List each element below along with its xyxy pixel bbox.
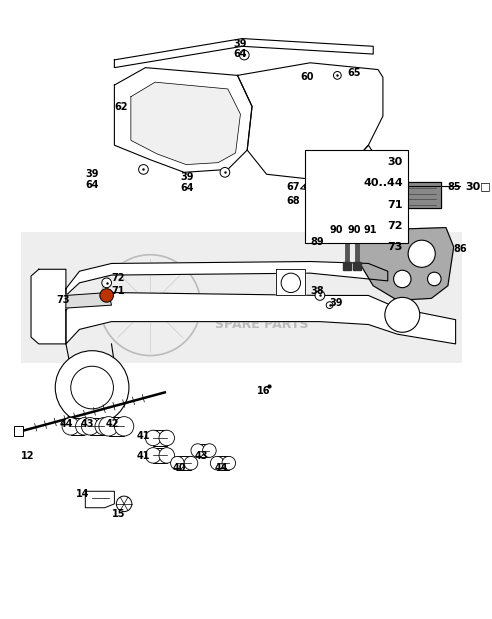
Circle shape [222,456,236,470]
Circle shape [428,272,441,286]
Circle shape [159,448,175,463]
Polygon shape [277,269,306,295]
Text: 38: 38 [310,286,324,296]
Circle shape [394,271,411,288]
Text: 40..44: 40..44 [363,178,403,188]
Text: 60: 60 [301,72,314,82]
Circle shape [62,418,80,435]
Circle shape [171,456,184,470]
Text: 39
64: 39 64 [181,172,194,193]
Text: 73: 73 [388,243,403,253]
Circle shape [159,430,175,446]
Polygon shape [115,38,373,67]
Bar [353,262,361,271]
Text: 12: 12 [21,451,35,461]
Text: 90: 90 [330,225,343,235]
Bar [153,448,167,463]
Bar [90,418,104,435]
Text: 41: 41 [137,431,150,441]
Text: 67: 67 [286,182,300,192]
Circle shape [315,290,325,300]
Circle shape [55,351,129,425]
Text: 30□: 30□ [465,181,491,191]
Circle shape [146,448,161,463]
Text: 39
64: 39 64 [85,170,99,190]
Text: 90: 90 [347,225,361,235]
Polygon shape [301,145,378,192]
Polygon shape [115,67,252,172]
Text: 65: 65 [347,67,361,77]
Bar [305,150,408,243]
Polygon shape [31,269,66,344]
Circle shape [240,50,249,60]
Text: 30: 30 [388,157,403,167]
Circle shape [184,456,198,470]
Circle shape [326,301,333,308]
Text: 16: 16 [257,386,271,396]
Circle shape [102,278,112,288]
Text: 15: 15 [112,509,125,519]
Circle shape [76,418,93,435]
Text: 71: 71 [387,200,403,210]
Bar [217,456,229,470]
Circle shape [408,240,435,267]
Circle shape [139,165,148,175]
Text: 86: 86 [454,244,467,254]
Polygon shape [85,491,115,508]
Text: 41: 41 [137,451,150,461]
Text: 62: 62 [115,102,128,111]
Text: 14: 14 [76,490,89,500]
Bar [109,417,124,436]
Text: 68: 68 [286,196,300,206]
Text: 89: 89 [310,237,324,247]
Polygon shape [66,293,456,344]
Bar [21,232,462,363]
Bar [343,262,351,271]
Polygon shape [383,182,441,208]
Circle shape [116,496,132,512]
Circle shape [191,444,205,457]
Bar [178,456,191,470]
Text: 40: 40 [173,463,186,473]
Circle shape [334,72,341,79]
Text: MOTORCYCLE: MOTORCYCLE [214,301,309,314]
Text: 44: 44 [59,418,73,428]
Text: 43: 43 [195,451,209,461]
Circle shape [100,288,114,302]
Circle shape [82,418,99,435]
Circle shape [95,418,113,435]
Polygon shape [238,63,383,179]
Circle shape [385,297,420,332]
Circle shape [305,183,312,191]
Text: MSP: MSP [128,292,172,310]
Polygon shape [359,228,454,300]
FancyBboxPatch shape [14,426,23,436]
Text: 71: 71 [112,286,125,296]
Bar [198,444,210,457]
Polygon shape [66,261,388,295]
Circle shape [281,273,301,293]
Text: 44: 44 [215,463,228,473]
Text: SPARE PARTS: SPARE PARTS [215,318,308,331]
Circle shape [71,366,114,409]
Bar [71,418,84,435]
Circle shape [146,430,161,446]
Circle shape [220,168,230,177]
Circle shape [99,417,118,436]
Text: 39
64: 39 64 [234,38,247,59]
Text: 42: 42 [106,418,119,428]
Text: 91: 91 [364,225,377,235]
Text: 73: 73 [56,295,70,305]
Text: 43: 43 [81,418,94,428]
Polygon shape [131,82,241,165]
Text: 39: 39 [330,298,343,308]
Bar [153,430,167,446]
Text: 85: 85 [448,182,461,192]
Circle shape [203,444,216,457]
Circle shape [211,456,224,470]
Text: 72: 72 [112,273,125,283]
Text: 72: 72 [387,221,403,231]
Circle shape [115,417,134,436]
Polygon shape [66,293,112,308]
